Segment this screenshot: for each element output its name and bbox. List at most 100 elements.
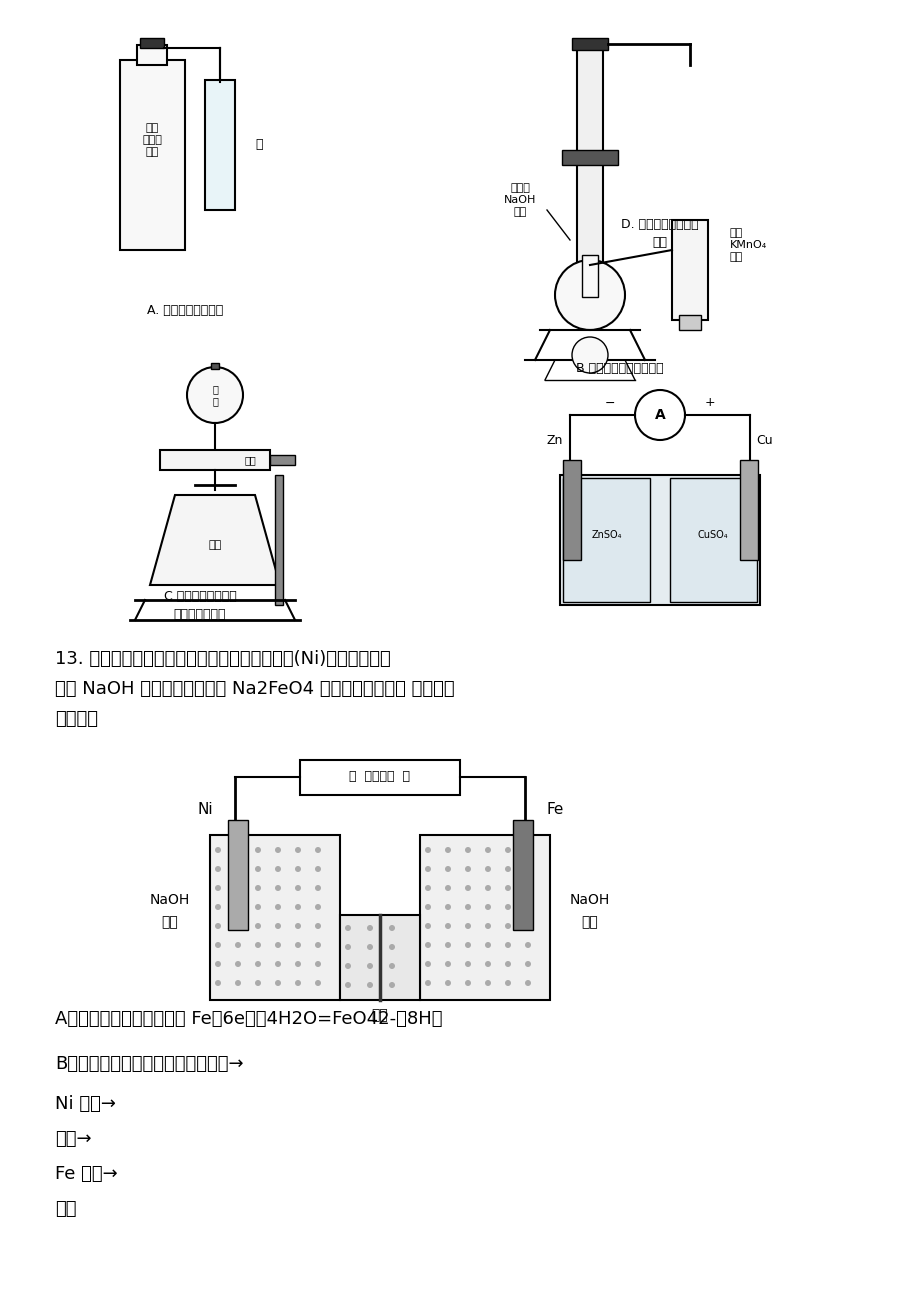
Circle shape	[425, 980, 430, 986]
Circle shape	[389, 924, 394, 931]
Circle shape	[345, 982, 351, 988]
Circle shape	[464, 943, 471, 948]
Circle shape	[464, 961, 471, 967]
Bar	[140, 38, 164, 48]
Circle shape	[464, 980, 471, 986]
Circle shape	[345, 963, 351, 969]
Circle shape	[464, 866, 471, 872]
Text: 隔膜: 隔膜	[371, 1008, 388, 1022]
Circle shape	[484, 848, 491, 853]
Text: NaOH: NaOH	[150, 893, 190, 907]
Circle shape	[295, 885, 301, 891]
Circle shape	[484, 923, 491, 930]
Circle shape	[215, 904, 221, 910]
Circle shape	[367, 963, 372, 969]
Circle shape	[295, 923, 301, 930]
Circle shape	[275, 980, 280, 986]
Circle shape	[215, 923, 221, 930]
Circle shape	[445, 885, 450, 891]
Circle shape	[484, 866, 491, 872]
Bar	[678, 315, 700, 329]
Circle shape	[554, 260, 624, 329]
Circle shape	[295, 961, 301, 967]
Circle shape	[255, 923, 261, 930]
Bar	[669, 478, 756, 602]
Bar	[205, 79, 234, 210]
Circle shape	[484, 961, 491, 967]
Circle shape	[525, 848, 530, 853]
Circle shape	[425, 943, 430, 948]
Circle shape	[234, 980, 241, 986]
Bar	[562, 150, 618, 165]
Circle shape	[367, 924, 372, 931]
Circle shape	[255, 866, 261, 872]
Circle shape	[425, 961, 430, 967]
Text: 秒
表: 秒 表	[212, 384, 218, 406]
Circle shape	[572, 337, 607, 372]
Circle shape	[275, 848, 280, 853]
Circle shape	[295, 943, 301, 948]
Text: Ni: Ni	[197, 802, 212, 818]
Text: 食盐
浸过的
铁钉: 食盐 浸过的 铁钉	[142, 124, 162, 156]
Bar	[119, 60, 185, 250]
Circle shape	[445, 866, 450, 872]
Circle shape	[255, 943, 261, 948]
Circle shape	[484, 980, 491, 986]
Text: 矿酸的反应速率: 矿酸的反应速率	[174, 608, 226, 621]
Circle shape	[215, 866, 221, 872]
Circle shape	[215, 943, 221, 948]
Circle shape	[525, 923, 530, 930]
Circle shape	[445, 980, 450, 986]
Circle shape	[525, 866, 530, 872]
Circle shape	[445, 904, 450, 910]
Circle shape	[234, 923, 241, 930]
Text: A．铁是阳极，电极反应为 Fe－6e－＋4H2O=FeO42-＋8H＋: A．铁是阳极，电极反应为 Fe－6e－＋4H2O=FeO42-＋8H＋	[55, 1010, 442, 1029]
Circle shape	[234, 885, 241, 891]
Circle shape	[425, 885, 430, 891]
Circle shape	[345, 924, 351, 931]
Circle shape	[234, 943, 241, 948]
Bar	[562, 460, 581, 560]
Circle shape	[255, 885, 261, 891]
Circle shape	[425, 866, 430, 872]
Text: 酸性
KMnO₄
溶液: 酸性 KMnO₄ 溶液	[729, 228, 766, 262]
Circle shape	[275, 961, 280, 967]
Text: +: +	[704, 397, 715, 410]
Text: NaOH: NaOH	[569, 893, 609, 907]
Circle shape	[275, 866, 280, 872]
Circle shape	[255, 961, 261, 967]
Circle shape	[464, 904, 471, 910]
Circle shape	[505, 848, 510, 853]
Circle shape	[445, 961, 450, 967]
Text: Ni 电极→: Ni 电极→	[55, 1095, 116, 1113]
Circle shape	[314, 980, 321, 986]
Text: D. 验证化学能转化为: D. 验证化学能转化为	[620, 219, 698, 232]
Circle shape	[215, 961, 221, 967]
Bar	[576, 46, 602, 266]
Circle shape	[215, 885, 221, 891]
Circle shape	[367, 944, 372, 950]
Circle shape	[464, 885, 471, 891]
Circle shape	[445, 923, 450, 930]
Circle shape	[464, 923, 471, 930]
Bar	[671, 220, 708, 320]
Circle shape	[314, 885, 321, 891]
Text: Fe 电极→: Fe 电极→	[55, 1165, 118, 1184]
Bar	[572, 38, 607, 49]
Circle shape	[234, 848, 241, 853]
Circle shape	[505, 943, 510, 948]
Circle shape	[505, 885, 510, 891]
Circle shape	[295, 904, 301, 910]
Circle shape	[525, 943, 530, 948]
Text: 合理的是: 合理的是	[55, 710, 98, 728]
Circle shape	[464, 848, 471, 853]
Text: B 检验该反应的有机产物: B 检验该反应的有机产物	[575, 362, 664, 375]
Circle shape	[505, 923, 510, 930]
Text: 溴乙烷
NaOH
乙醇: 溴乙烷 NaOH 乙醇	[504, 184, 536, 216]
Text: －  直接电源  ＋: － 直接电源 ＋	[349, 771, 410, 784]
Text: 13. 高铁酸盐在能源环保领域有广泛用途。用镍(Ni)、铁做电极电: 13. 高铁酸盐在能源环保领域有广泛用途。用镍(Ni)、铁做电极电	[55, 650, 391, 668]
Circle shape	[505, 904, 510, 910]
Circle shape	[389, 982, 394, 988]
Text: B．电解时电子的流动方向为：负极→: B．电解时电子的流动方向为：负极→	[55, 1055, 244, 1073]
Text: Fe: Fe	[546, 802, 563, 818]
